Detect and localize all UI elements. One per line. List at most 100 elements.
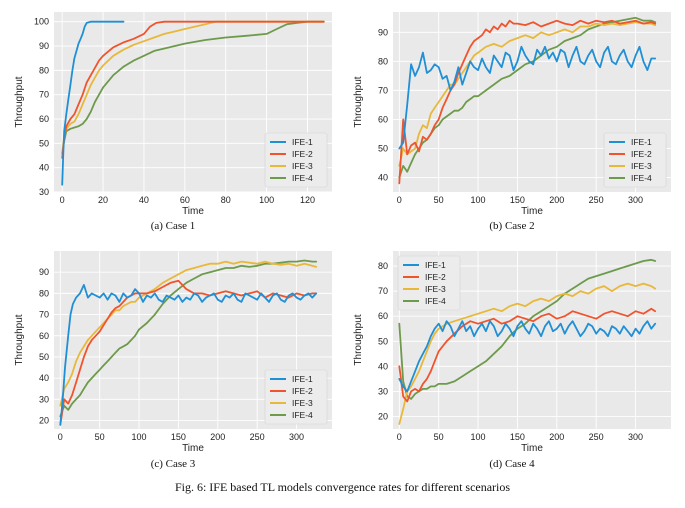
y-tick-label: 50	[378, 336, 388, 346]
y-tick-label: 70	[39, 90, 49, 100]
legend-label-ife-2: IFE-2	[425, 272, 446, 282]
x-tick-label: 150	[171, 432, 186, 442]
y-tick-label: 50	[378, 143, 388, 153]
figure-caption: Fig. 6: IFE based TL models convergence …	[174, 480, 511, 494]
y-tick-label: 20	[378, 411, 388, 421]
legend-label-ife-1: IFE-1	[631, 137, 652, 147]
x-tick-label: 200	[210, 432, 225, 442]
series-line-ife-2	[398, 19, 657, 185]
y-tick-label: 30	[39, 394, 49, 404]
x-tick-label: 300	[628, 195, 643, 205]
series-line-ife-3	[398, 282, 657, 425]
legend-label-ife-4: IFE-4	[292, 410, 313, 420]
y-axis-label: Throughput	[353, 314, 364, 365]
x-tick-label: 200	[549, 432, 564, 442]
y-tick-label: 100	[34, 17, 49, 27]
y-tick-label: 70	[378, 85, 388, 95]
legend-box	[264, 369, 328, 425]
y-axis-label: Throughput	[14, 314, 25, 365]
legend-label-ife-3: IFE-3	[292, 161, 313, 171]
legend-label-ife-3: IFE-3	[292, 398, 313, 408]
y-tick-label: 20	[39, 416, 49, 426]
x-tick-label: 50	[434, 432, 444, 442]
chart-panel-case-1: 0 20 40 60 80 100 120 30 40 50 60 70 80 90 100 Time Thro…	[6, 6, 340, 218]
x-tick-label: 300	[289, 432, 304, 442]
y-tick-label: 80	[39, 288, 49, 298]
legend: IFE-1 IFE-2 IFE-3 IFE-4	[397, 255, 461, 311]
legend-label-ife-1: IFE-1	[292, 137, 313, 147]
x-tick-label: 250	[250, 432, 265, 442]
legend-label-ife-4: IFE-4	[631, 173, 652, 183]
x-tick-label: 80	[221, 195, 231, 205]
chart-case-2: 0 50 100 150 200 250 300 40 50 60 70 80 90 Time Throug…	[353, 12, 671, 217]
y-tick-label: 70	[378, 286, 388, 296]
legend-label-ife-3: IFE-3	[631, 161, 652, 171]
x-tick-label: 100	[471, 432, 486, 442]
x-tick-label: 300	[628, 432, 643, 442]
series-line-ife-4	[59, 259, 318, 418]
series-line-ife-1	[398, 320, 657, 393]
legend-label-ife-4: IFE-4	[292, 173, 313, 183]
x-axis-label: Time	[521, 443, 543, 454]
y-tick-label: 30	[378, 386, 388, 396]
x-tick-label: 0	[397, 195, 402, 205]
series-line-ife-1	[61, 20, 125, 186]
series-line-ife-1	[398, 45, 657, 150]
x-tick-label: 150	[510, 195, 525, 205]
legend-label-ife-4: IFE-4	[425, 296, 446, 306]
gridlines	[393, 251, 671, 429]
series-line-ife-4	[61, 20, 325, 155]
subcaption-case-3: (c) Case 3	[150, 458, 196, 470]
x-tick-label: 20	[98, 195, 108, 205]
y-tick-label: 40	[39, 163, 49, 173]
x-axis-label: Time	[182, 443, 204, 454]
y-tick-label: 90	[378, 27, 388, 37]
y-tick-label: 90	[39, 41, 49, 51]
chart-case-1: 0 20 40 60 80 100 120 30 40 50 60 70 80 90 100 Time Thro…	[14, 12, 332, 217]
legend: IFE-1 IFE-2 IFE-3 IFE-4	[264, 369, 328, 425]
x-tick-label: 200	[549, 195, 564, 205]
chart-case-3: 0 50 100 150 200 250 300 20 30 40 50 60 70 80 90 Time Th…	[14, 251, 332, 454]
series-line-ife-2	[61, 20, 325, 159]
y-tick-label: 60	[378, 114, 388, 124]
legend-box	[397, 255, 461, 311]
chart-panel-case-3: 0 50 100 150 200 250 300 20 30 40 50 60 70 80 90 Time Th…	[6, 245, 340, 455]
legend-label-ife-2: IFE-2	[292, 386, 313, 396]
chart-panel-case-4: 0 50 100 150 200 250 300 20 30 40 50 60 70 80 Time Thro…	[345, 245, 679, 455]
y-axis-label: Throughput	[14, 76, 25, 127]
subcaption-case-1: (a) Case 1	[150, 220, 196, 232]
legend-box	[603, 132, 667, 188]
series-line-ife-1	[59, 284, 318, 426]
legend-label-ife-2: IFE-2	[631, 149, 652, 159]
x-tick-label: 0	[58, 432, 63, 442]
y-tick-label: 80	[39, 65, 49, 75]
series-line-ife-4	[398, 258, 657, 400]
y-tick-label: 80	[378, 56, 388, 66]
x-tick-label: 0	[60, 195, 65, 205]
x-tick-label: 250	[589, 195, 604, 205]
legend-label-ife-1: IFE-1	[292, 374, 313, 384]
x-tick-label: 150	[510, 432, 525, 442]
legend: IFE-1 IFE-2 IFE-3 IFE-4	[603, 132, 667, 188]
x-tick-label: 50	[434, 195, 444, 205]
y-tick-label: 30	[39, 187, 49, 197]
y-tick-label: 60	[39, 331, 49, 341]
y-tick-label: 90	[39, 267, 49, 277]
legend: IFE-1 IFE-2 IFE-3 IFE-4	[264, 132, 328, 188]
x-axis-label: Time	[182, 206, 204, 217]
series-line-ife-3	[398, 21, 657, 167]
x-tick-label: 250	[589, 432, 604, 442]
legend-label-ife-1: IFE-1	[425, 260, 446, 270]
subcaption-case-4: (d) Case 4	[489, 458, 535, 470]
y-tick-label: 40	[378, 172, 388, 182]
chart-case-4: 0 50 100 150 200 250 300 20 30 40 50 60 70 80 Time Thro…	[353, 251, 671, 454]
legend-box	[264, 132, 328, 188]
y-tick-label: 60	[378, 311, 388, 321]
y-tick-label: 80	[378, 261, 388, 271]
x-tick-label: 100	[259, 195, 274, 205]
y-tick-label: 40	[378, 361, 388, 371]
y-tick-label: 50	[39, 138, 49, 148]
x-tick-label: 0	[397, 432, 402, 442]
x-tick-label: 60	[180, 195, 190, 205]
y-tick-label: 40	[39, 373, 49, 383]
